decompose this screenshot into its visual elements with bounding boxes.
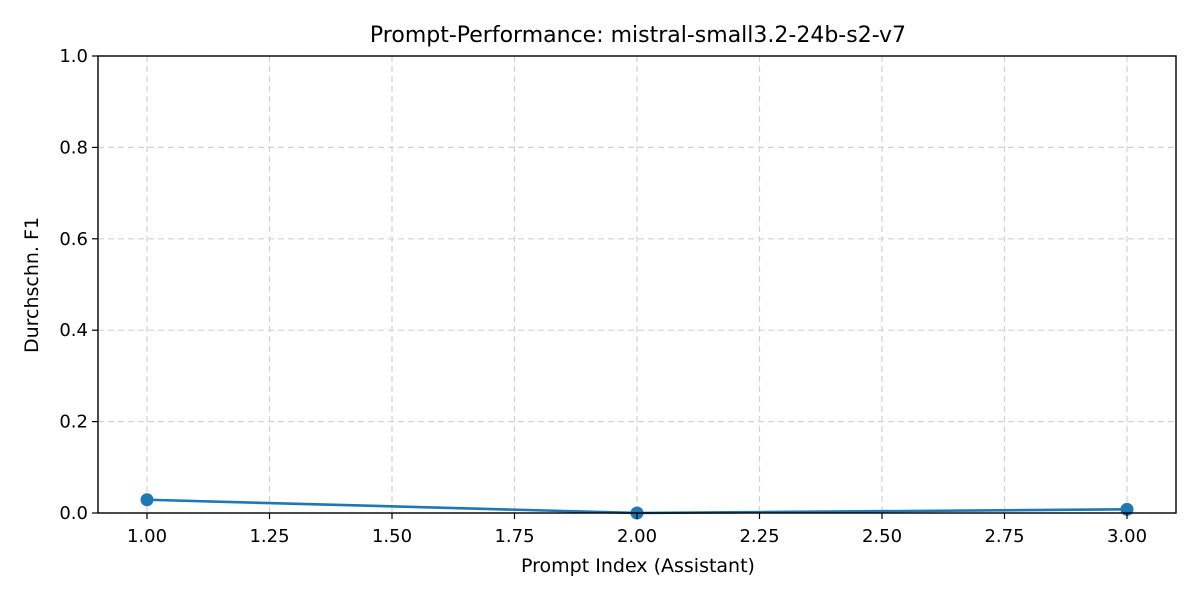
grid — [98, 55, 1176, 514]
x-tick-label: 1.75 — [494, 526, 534, 547]
x-tick-label: 1.00 — [127, 526, 167, 547]
y-tick-label: 0.4 — [59, 320, 88, 341]
x-tick-label: 2.50 — [862, 526, 902, 547]
x-axis: 1.00 1.25 1.50 1.75 2.00 2.25 2.50 2.75 3.00 — [127, 513, 1147, 547]
y-tick-label: 0.8 — [59, 137, 88, 158]
x-tick-label: 1.25 — [249, 526, 289, 547]
y-tick-label: 1.0 — [59, 46, 88, 67]
x-tick-label: 1.50 — [372, 526, 412, 547]
y-axis-label: Durchschn. F1 — [21, 217, 43, 353]
y-tick-label: 0.6 — [59, 229, 88, 250]
y-tick-label: 0.2 — [59, 412, 88, 433]
x-tick-label: 2.25 — [739, 526, 779, 547]
y-tick-label: 0.0 — [59, 503, 88, 524]
x-axis-label: Prompt Index (Assistant) — [521, 555, 755, 577]
y-axis: 0.0 0.2 0.4 0.6 0.8 1.0 — [59, 46, 98, 524]
x-tick-label: 2.75 — [984, 526, 1024, 547]
x-tick-label: 3.00 — [1107, 526, 1147, 547]
chart-title: Prompt-Performance: mistral-small3.2-24b… — [370, 23, 906, 48]
x-tick-label: 2.00 — [617, 526, 657, 547]
data-point — [140, 493, 154, 507]
